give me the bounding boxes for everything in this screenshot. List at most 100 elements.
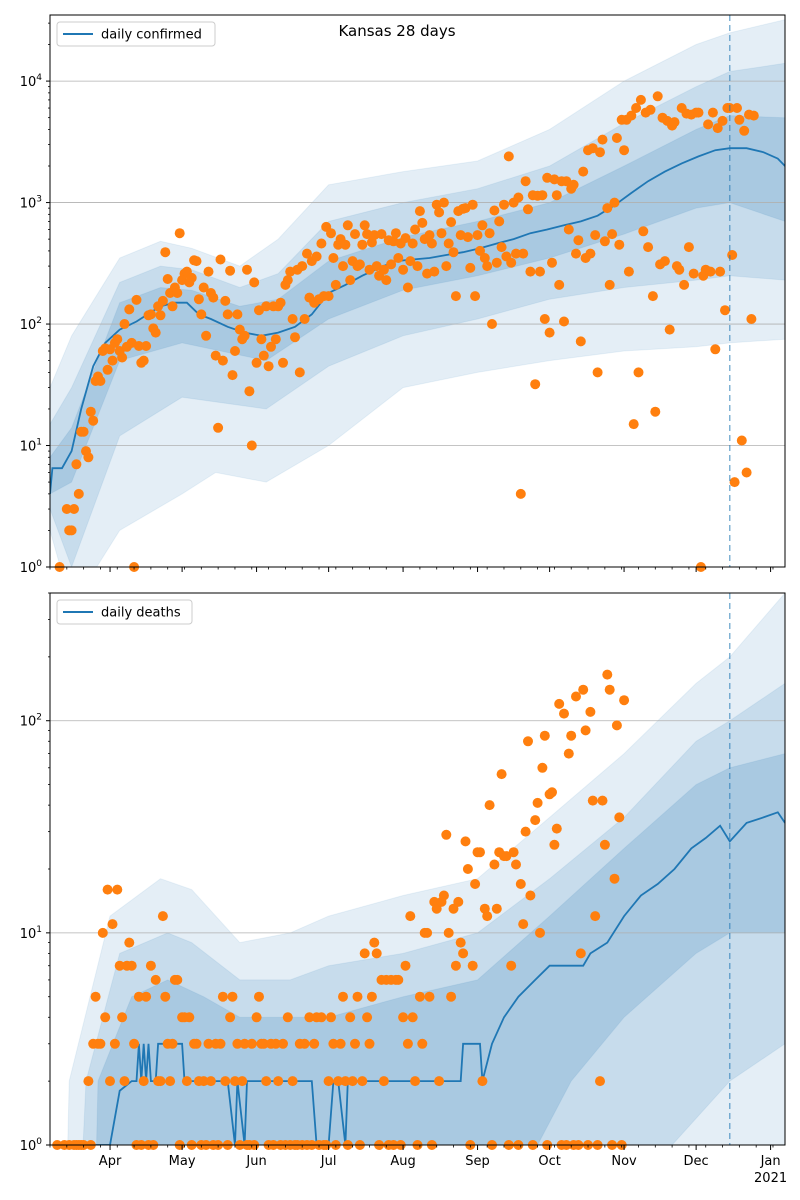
observed-point (323, 291, 334, 302)
observed-point (378, 1076, 389, 1087)
observed-point (407, 1012, 418, 1023)
observed-point (330, 279, 341, 290)
observed-point (131, 294, 142, 305)
observed-point (417, 217, 428, 228)
observed-point (520, 176, 531, 187)
observed-point (338, 991, 348, 1002)
uncertainty-band-2 (82, 682, 785, 1145)
observed-point (181, 1076, 192, 1087)
observed-point (434, 1076, 445, 1087)
observed-point (83, 1076, 94, 1087)
observed-point (414, 991, 425, 1002)
observed-point (350, 229, 360, 240)
observed-point (282, 1012, 293, 1023)
observed-point (623, 266, 634, 277)
observed-point (217, 991, 228, 1002)
observed-point (102, 364, 113, 375)
observed-point (633, 367, 644, 378)
observed-point (376, 229, 387, 240)
observed-point (739, 125, 750, 136)
observed-point (559, 316, 569, 327)
observed-point (400, 960, 411, 971)
observed-point (225, 265, 236, 276)
observed-point (539, 730, 550, 741)
observed-point (227, 991, 238, 1002)
observed-point (551, 190, 562, 201)
observed-point (412, 261, 423, 272)
observed-point (145, 960, 156, 971)
observed-point (160, 247, 171, 258)
observed-point (595, 147, 605, 158)
observed-point (150, 327, 161, 338)
observed-point (489, 205, 500, 216)
observed-point (554, 698, 565, 709)
observed-point (585, 706, 596, 717)
observed-point (602, 203, 613, 214)
observed-point (124, 304, 135, 315)
observed-point (441, 829, 452, 840)
uncertainty-band-2 (50, 62, 785, 567)
observed-point (628, 419, 639, 430)
observed-point (357, 239, 368, 250)
observed-point (532, 797, 543, 808)
confirmed-y-axis: 100 101 102 103 104 (20, 22, 50, 576)
observed-point (638, 226, 649, 237)
observed-point (390, 228, 401, 239)
observed-point (595, 1076, 605, 1087)
observed-point (210, 350, 221, 361)
observed-point (254, 991, 264, 1002)
observed-point (487, 319, 497, 329)
observed-point (496, 769, 507, 780)
observed-point (203, 266, 214, 277)
observed-point (184, 1012, 195, 1023)
observed-point (155, 1076, 166, 1087)
observed-point (508, 847, 519, 858)
confirmed-observed-points (54, 91, 759, 572)
confirmed-panel: 100 101 102 103 104 daily confirmed (20, 14, 786, 576)
observed-point (326, 228, 336, 239)
observed-point (683, 242, 694, 253)
observed-point (230, 346, 240, 356)
x-tick-label-jul: Jul (320, 1154, 337, 1169)
deaths-x-axis: Apr May Jun Jul Aug Sep Oct Nov Dec Jan 2021 (49, 1145, 787, 1186)
observed-point (232, 309, 243, 320)
legend-label-deaths: daily deaths (101, 606, 181, 621)
observed-point (484, 228, 495, 239)
observed-point (551, 823, 562, 834)
observed-point (203, 1038, 214, 1049)
observed-point (604, 684, 615, 695)
observed-point (345, 1012, 356, 1023)
observed-point (198, 282, 209, 293)
observed-point (446, 217, 457, 228)
observed-point (614, 812, 625, 823)
observed-point (647, 291, 658, 302)
observed-point (398, 1012, 409, 1023)
observed-point (133, 341, 144, 351)
y-tick-label: 103 (20, 195, 42, 212)
observed-point (215, 254, 226, 265)
observed-point (371, 948, 382, 959)
observed-point (443, 927, 454, 938)
observed-point (141, 991, 152, 1002)
observed-point (525, 266, 536, 277)
observed-point (102, 884, 113, 895)
observed-point (503, 151, 514, 162)
observed-point (611, 720, 622, 731)
observed-point (333, 1076, 344, 1087)
observed-point (294, 367, 305, 378)
observed-point (335, 1038, 346, 1049)
observed-point (290, 332, 300, 343)
x-tick-label-may: May (169, 1154, 196, 1169)
observed-point (316, 238, 327, 249)
observed-point (511, 248, 521, 259)
confirmed-plot-frame (49, 14, 786, 568)
y-tick-label: 101 (20, 438, 42, 455)
observed-point (580, 725, 591, 736)
observed-point (405, 256, 416, 267)
observed-point (599, 839, 610, 850)
deaths-median-line (95, 811, 785, 1145)
observed-point (222, 309, 233, 320)
observed-point (599, 236, 610, 247)
x-tick-label-dec: Dec (684, 1154, 709, 1169)
observed-point (191, 1038, 202, 1049)
